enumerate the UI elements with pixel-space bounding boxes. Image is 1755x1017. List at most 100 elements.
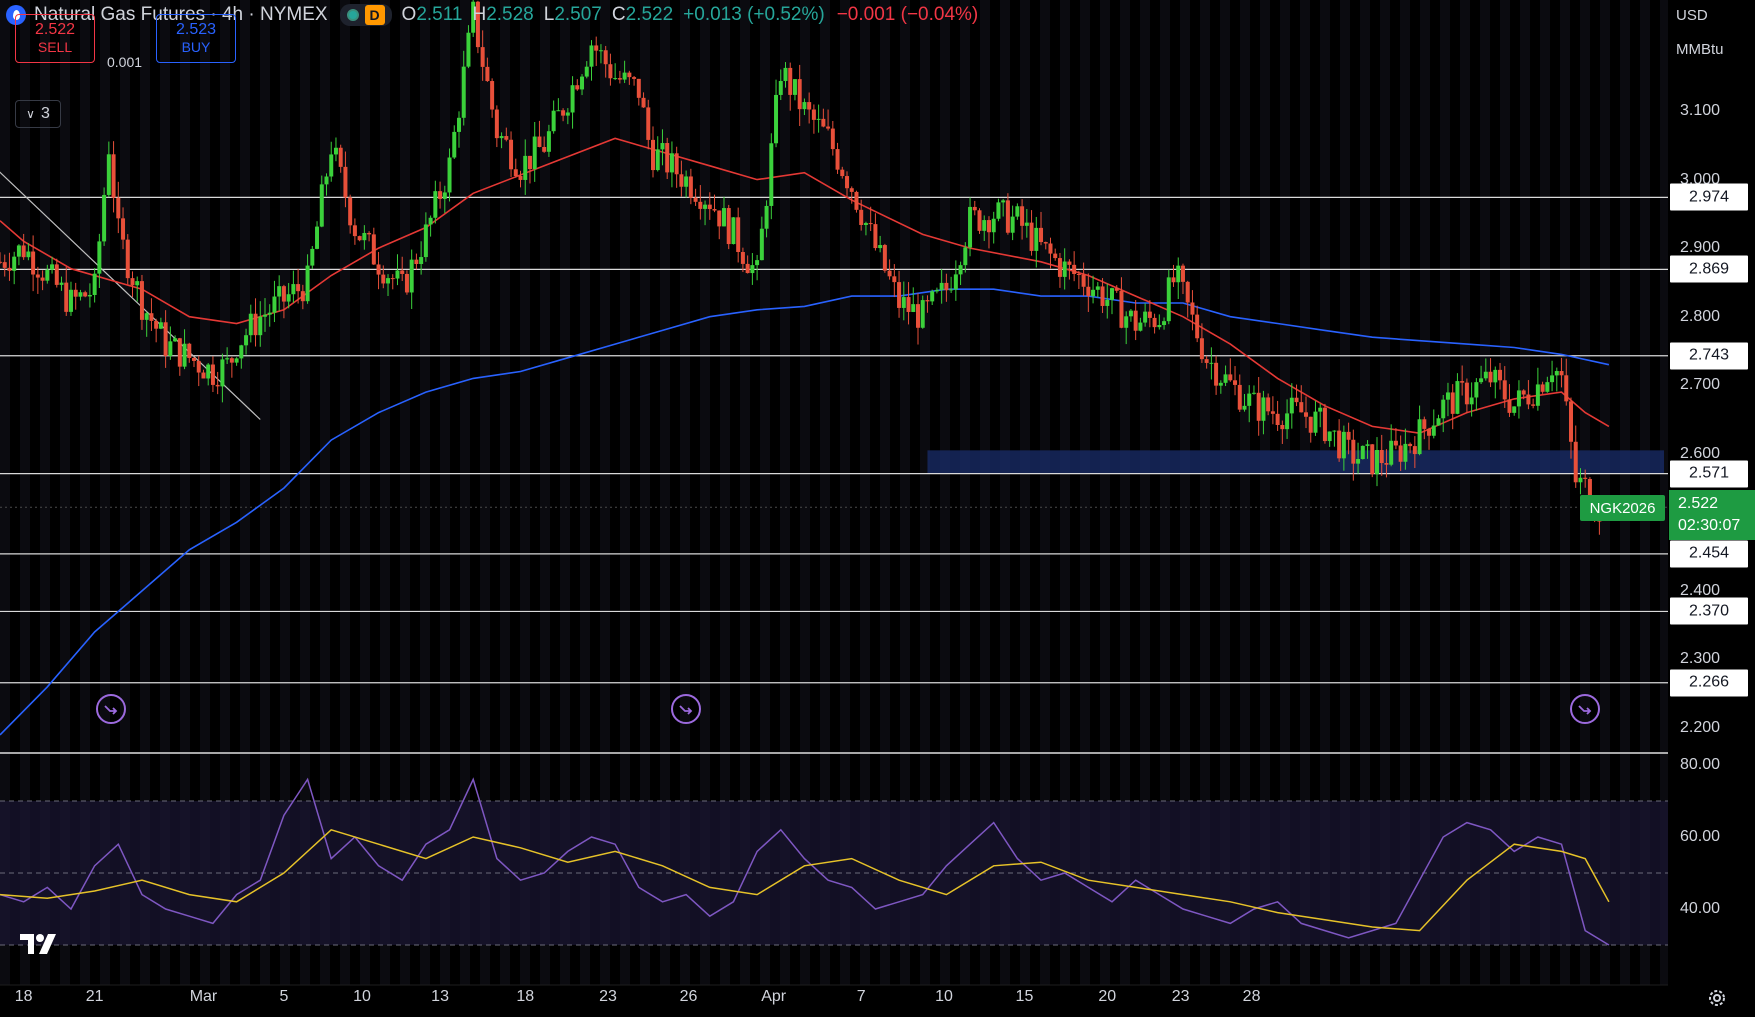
time-label: 13 (431, 988, 449, 1005)
candle-up (329, 154, 334, 177)
candle-down (1398, 445, 1403, 462)
candle-up (660, 143, 665, 150)
candle-up (963, 247, 968, 266)
candle-up (1469, 397, 1474, 405)
candle-down (518, 176, 523, 180)
candle-up (613, 78, 618, 80)
candle-down (1450, 392, 1455, 414)
candle-up (1010, 216, 1015, 233)
candle-up (551, 110, 556, 132)
candle-up (1403, 443, 1408, 462)
candle-up (968, 206, 973, 248)
candle-down (1057, 258, 1062, 277)
candle-up (68, 289, 73, 312)
grid-band (1660, 0, 1670, 985)
candle-down (845, 176, 850, 189)
candle-down (1266, 397, 1271, 412)
rsi-tick: 80.00 (1680, 756, 1721, 773)
current-price-label: 2.522 02:30:07 (1669, 490, 1755, 540)
grid-band (460, 0, 470, 985)
candle-down (116, 197, 121, 219)
candle-up (703, 204, 708, 209)
candle-down (603, 50, 608, 65)
buy-label: BUY (181, 39, 211, 55)
candle-down (1488, 371, 1493, 383)
grid-band (680, 0, 690, 985)
candle-down (31, 251, 36, 275)
price-tick: 2.200 (1680, 719, 1721, 736)
candle-down (1337, 430, 1342, 459)
candle-up (1550, 375, 1555, 383)
sell-button[interactable]: 2.522 SELL (15, 13, 95, 63)
rsi-line (0, 777, 1610, 946)
candle-up (1455, 381, 1460, 414)
candle-down (646, 107, 651, 140)
candle-up (1251, 392, 1256, 394)
indicators-toggle-button[interactable]: ∨ 3 (15, 100, 61, 128)
candle-down (665, 143, 670, 173)
tradingview-logo[interactable] (18, 930, 64, 958)
candle-down (849, 188, 854, 192)
candle-down (513, 169, 518, 177)
candle-down (1427, 428, 1432, 436)
indicator-count: 3 (40, 105, 50, 122)
buy-button[interactable]: 2.523 BUY (156, 13, 236, 63)
grid-band (1020, 0, 1030, 985)
candle-down (1228, 374, 1233, 381)
candle-down (972, 206, 977, 211)
candle-down (882, 245, 887, 271)
symbol-title[interactable]: Natural Gas Futures · 4h · NYMEX (34, 4, 328, 25)
support-zone (927, 450, 1664, 474)
candle-down (64, 282, 69, 312)
market-status-pill[interactable]: D (339, 4, 392, 26)
arrow-circle-icon[interactable] (671, 694, 702, 724)
grid-band (80, 0, 90, 985)
grid-band (300, 0, 310, 985)
currency-selector[interactable]: USD (1668, 0, 1755, 30)
level-price-label: 2.743 (1670, 342, 1748, 370)
candle-up (1445, 392, 1450, 400)
price-tick: 3.000 (1680, 170, 1721, 188)
candle-down (210, 364, 215, 385)
price-tick: 2.400 (1680, 581, 1721, 599)
candle-down (1502, 380, 1507, 400)
current-price: 2.522 (1678, 495, 1719, 512)
candle-down (1526, 394, 1531, 405)
grid-band (1100, 0, 1110, 985)
candle-up (173, 338, 178, 342)
candle-up (1474, 382, 1479, 398)
candle-up (1318, 407, 1323, 412)
candle-up (1545, 382, 1550, 392)
candle-down (201, 372, 206, 379)
grid-band (100, 0, 110, 985)
candle-down (229, 358, 234, 363)
candle-down (1559, 371, 1564, 376)
candle-down (371, 234, 376, 265)
candle-up (655, 149, 660, 171)
candle-down (707, 204, 712, 210)
candle-down (480, 47, 485, 67)
candle-down (854, 191, 859, 210)
candle-down (542, 146, 547, 152)
candle-up (59, 282, 64, 285)
candle-up (1015, 206, 1020, 217)
candle-down (1180, 265, 1185, 282)
spread-value: 0.001 (107, 54, 143, 70)
gear-icon[interactable] (1704, 985, 1730, 1011)
candle-down (1185, 281, 1190, 303)
candle-up (1209, 362, 1214, 364)
candle-up (158, 322, 163, 329)
arrow-circle-icon[interactable] (1570, 694, 1601, 724)
candle-up (324, 176, 329, 185)
unit-selector[interactable]: MMBtu (1668, 34, 1755, 64)
candle-down (840, 169, 845, 177)
candle-up (878, 245, 883, 249)
candle-up (949, 289, 954, 291)
arrow-circle-icon[interactable] (96, 694, 127, 724)
candle-up (1223, 374, 1228, 383)
candle-down (745, 263, 750, 274)
candle-up (135, 281, 140, 286)
candle-down (54, 264, 59, 285)
price-tick: 2.600 (1680, 444, 1721, 462)
